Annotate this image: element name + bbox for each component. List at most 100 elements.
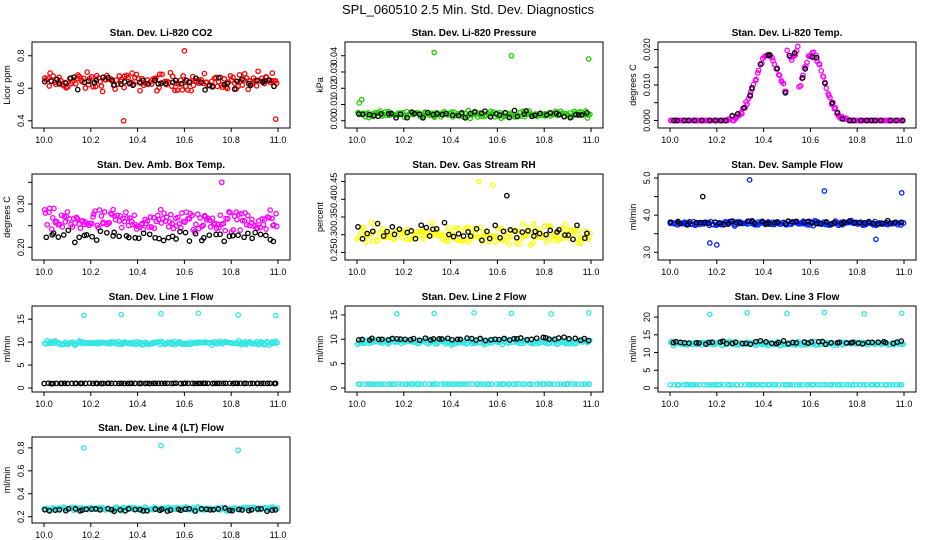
data-point: [565, 381, 571, 387]
data-point: [715, 381, 721, 388]
data-point: [475, 381, 482, 387]
data-point: [224, 80, 231, 87]
data-point: [259, 215, 265, 222]
data-point: [50, 230, 57, 237]
data-point: [462, 381, 469, 388]
data-point: [391, 231, 398, 238]
data-point: [397, 111, 404, 118]
data-point: [249, 235, 255, 242]
data-point: [581, 335, 588, 342]
data-point: [399, 381, 405, 388]
data-point: [69, 224, 76, 230]
data-point: [234, 380, 241, 387]
x-tick-label: 10.6: [489, 135, 507, 145]
data-point: [206, 82, 213, 89]
x-tick-label: 10.8: [222, 267, 240, 277]
data-point: [530, 221, 537, 227]
x-tick-label: 10.2: [82, 267, 100, 277]
data-point: [898, 310, 905, 317]
data-point: [105, 74, 111, 81]
data-point: [217, 212, 224, 219]
data-point: [179, 210, 185, 216]
data-point: [109, 77, 115, 84]
data-point: [528, 336, 535, 343]
data-point: [455, 230, 462, 237]
data-point: [426, 233, 433, 239]
data-point: [230, 74, 236, 81]
data-point: [893, 117, 900, 124]
data-point: [753, 76, 759, 83]
data-point: [55, 234, 62, 240]
data-point: [380, 233, 387, 239]
data-point: [97, 506, 104, 513]
y-tick-label: 0.000: [642, 109, 652, 132]
data-point: [487, 113, 494, 120]
y-tick-label: 0.25: [329, 244, 339, 262]
plot-frame: [344, 41, 604, 129]
data-point: [574, 222, 580, 229]
data-point: [384, 228, 390, 235]
data-point: [355, 223, 361, 230]
data-point: [235, 447, 242, 454]
data-point: [118, 380, 125, 387]
data-point: [235, 232, 241, 239]
y-tick-label: 15: [642, 330, 652, 340]
data-point: [155, 380, 162, 387]
data-point: [125, 74, 131, 81]
data-point: [784, 382, 791, 388]
data-point: [786, 52, 793, 59]
x-tick-label: 10.6: [802, 267, 820, 277]
data-point: [898, 338, 905, 344]
data-point: [883, 381, 890, 388]
data-point: [209, 215, 216, 222]
data-point: [670, 339, 677, 346]
chart-title: Stan. Dev. Sample Flow: [731, 160, 843, 171]
data-point: [186, 216, 193, 222]
data-point: [744, 309, 751, 316]
data-point: [144, 218, 151, 224]
chart-title: Stan. Dev. Line 4 (LT) Flow: [98, 423, 224, 434]
data-point: [477, 381, 484, 387]
data-point: [266, 214, 272, 221]
data-point: [96, 207, 103, 213]
data-point: [214, 380, 221, 387]
data-point: [262, 232, 269, 239]
x-tick-label: 10.4: [129, 135, 147, 145]
data-point: [58, 212, 65, 219]
data-point: [389, 224, 396, 230]
data-point: [856, 219, 863, 226]
plot-frame: [344, 305, 604, 393]
data-point: [124, 215, 131, 221]
x-tick-label: 10.0: [348, 135, 366, 145]
y-tick-label: 4.0: [642, 209, 652, 222]
data-point: [575, 240, 581, 246]
data-point: [771, 220, 778, 226]
chart-panel-pressure: Stan. Dev. Li-820 Pressure kPa 10.0 10.2 10.…: [315, 28, 604, 145]
x-tick-label: 10.8: [848, 399, 866, 409]
data-point: [523, 108, 529, 114]
data-point: [62, 219, 69, 225]
data-point: [186, 238, 193, 244]
data-point: [782, 89, 789, 96]
data-point: [231, 86, 238, 92]
y-axis-label: percent: [315, 201, 325, 232]
data-point: [791, 50, 798, 56]
data-point: [129, 222, 136, 228]
y-tick-label: 0.2: [16, 510, 26, 523]
x-tick-label: 10.0: [35, 135, 53, 145]
data-point: [794, 43, 801, 50]
data-point: [105, 380, 112, 387]
data-point: [161, 380, 168, 387]
data-point: [519, 381, 525, 388]
data-point: [482, 108, 488, 115]
data-point: [411, 110, 418, 117]
y-tick-label: 10: [16, 337, 26, 347]
data-point: [254, 225, 261, 232]
data-point: [441, 219, 448, 226]
data-point: [82, 85, 89, 91]
x-tick-label: 10.4: [129, 530, 147, 540]
data-point: [239, 82, 246, 88]
data-point: [780, 338, 787, 344]
data-point: [495, 225, 501, 232]
data-point: [405, 381, 411, 387]
